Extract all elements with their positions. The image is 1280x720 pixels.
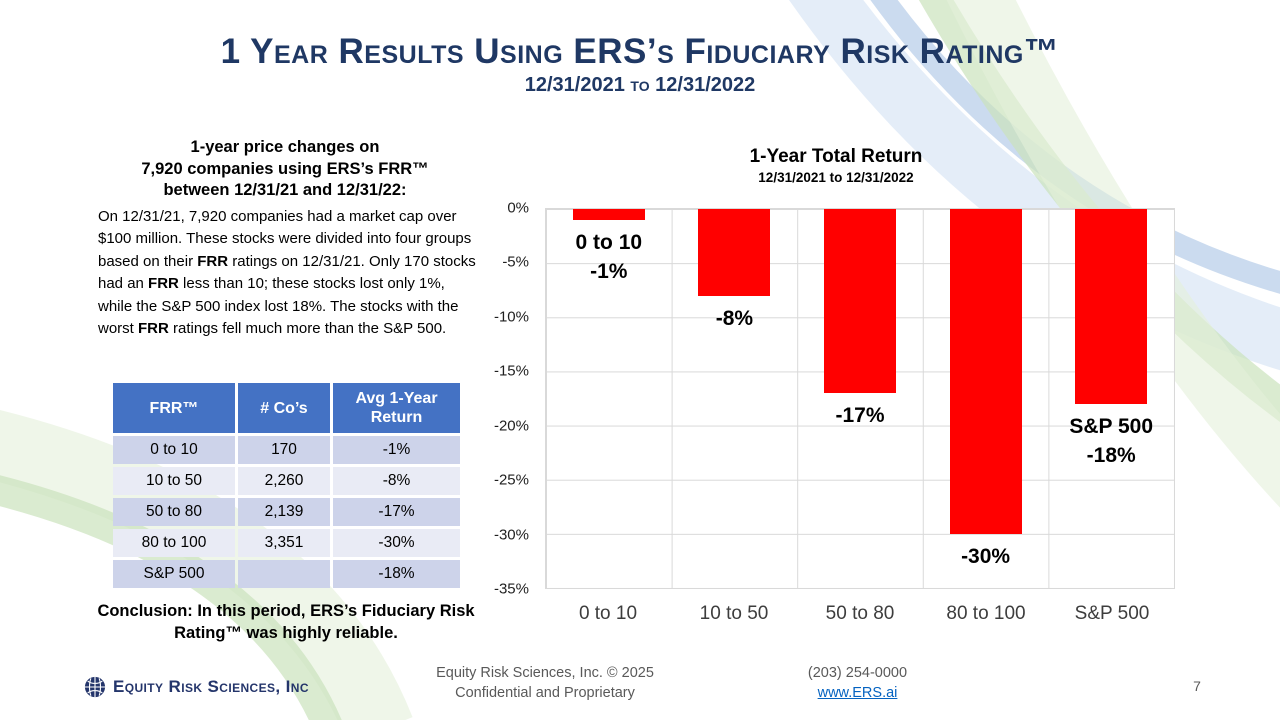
bar-0-to-10 xyxy=(572,209,645,220)
table-cell: 3,351 xyxy=(238,529,330,557)
chart-plot-area: 0 to 10 -1% -8% -17% xyxy=(545,208,1175,589)
bar-label-line: 0 to 10 xyxy=(575,230,643,254)
chart-bars: 0 to 10 -1% -8% -17% xyxy=(546,209,1174,588)
table-cell: 10 to 50 xyxy=(113,467,235,495)
paragraph-text: On 12/31/21, 7,920 companies had a marke… xyxy=(98,208,472,270)
bar-label-line: -8% xyxy=(715,306,754,330)
y-tick-label: -25% xyxy=(493,471,529,489)
table-cell: -8% xyxy=(333,467,460,495)
chart-subtitle: 12/31/2021 to 12/31/2022 xyxy=(758,170,914,185)
x-axis-label: 80 to 100 xyxy=(946,603,1026,624)
conclusion-text: Conclusion: In this period, ERS’s Fiduci… xyxy=(97,602,475,642)
x-axis-label: 0 to 10 xyxy=(578,603,638,624)
website-link[interactable]: www.ERS.ai xyxy=(817,684,898,701)
table-row: 0 to 10 170 -1% xyxy=(113,436,460,464)
copyright-line: Equity Risk Sciences, Inc. © 2025 xyxy=(436,665,654,681)
table-cell: -17% xyxy=(333,498,460,526)
frr-results-table: FRR™ # Co’s Avg 1-Year Return 0 to 10 17… xyxy=(110,380,463,591)
bar-50-to-80 xyxy=(823,209,896,394)
y-tick-label: -20% xyxy=(493,417,529,435)
table-cell: -1% xyxy=(333,436,460,464)
paragraph-bold-frr: FRR xyxy=(148,275,179,293)
description-paragraph: On 12/31/21, 7,920 companies had a marke… xyxy=(98,206,478,340)
y-tick-label: -10% xyxy=(493,308,529,326)
heading-line-2: 7,920 companies using ERS’s FRR™ xyxy=(141,159,429,178)
phone-number: (203) 254-0000 xyxy=(807,665,908,681)
chart-header: 1-Year Total Return 12/31/2021 to 12/31/… xyxy=(490,146,1182,185)
bar-label-line: -1% xyxy=(590,259,628,283)
bar-label-line: -18% xyxy=(1086,443,1136,467)
table-row: 50 to 80 2,139 -17% xyxy=(113,498,460,526)
bar-group-50-to-80: -17% xyxy=(797,209,923,588)
bar-sp500 xyxy=(1075,209,1148,404)
table-cell: 0 to 10 xyxy=(113,436,235,464)
bar-data-label: -8% xyxy=(716,304,753,333)
paragraph-text: ratings on 12/31/21. Only 170 stocks had… xyxy=(98,252,476,293)
y-tick-label: -30% xyxy=(493,526,529,544)
table-header-row: FRR™ # Co’s Avg 1-Year Return xyxy=(113,383,460,433)
y-tick-label: -15% xyxy=(493,362,529,380)
y-tick-label: 0% xyxy=(507,199,529,217)
bar-group-10-to-50: -8% xyxy=(672,209,798,588)
left-panel-heading: 1-year price changes on 7,920 companies … xyxy=(90,137,480,202)
table-cell xyxy=(238,560,330,588)
table-cell: S&P 500 xyxy=(113,560,235,588)
page-number: 7 xyxy=(1193,678,1201,694)
globe-logo-icon xyxy=(84,676,106,698)
slide-title: 1 Year Results Using ERS’s Fiduciary Ris… xyxy=(220,32,1060,71)
table-row: 10 to 50 2,260 -8% xyxy=(113,467,460,495)
slide-subtitle: 12/31/2021 to 12/31/2022 xyxy=(524,74,756,96)
paragraph-text: ratings fell much more than the S&P 500. xyxy=(168,320,447,338)
table-header-companies: # Co’s xyxy=(238,383,330,433)
x-axis-label: 50 to 80 xyxy=(825,603,895,624)
table-row: 80 to 100 3,351 -30% xyxy=(113,529,460,557)
bar-80-to-100 xyxy=(949,209,1022,534)
bar-group-sp500: S&P 500 -18% xyxy=(1048,209,1174,588)
x-axis-label: 10 to 50 xyxy=(699,603,769,624)
bar-data-label: S&P 500 -18% xyxy=(1069,412,1153,470)
bar-data-label: -17% xyxy=(835,401,884,430)
table-cell: -18% xyxy=(333,560,460,588)
table-cell: 2,139 xyxy=(238,498,330,526)
chart-title: 1-Year Total Return xyxy=(749,146,923,167)
bar-group-80-to-100: -30% xyxy=(923,209,1049,588)
table-cell: 80 to 100 xyxy=(113,529,235,557)
heading-line-3: between 12/31/21 and 12/31/22: xyxy=(163,181,407,199)
chart-x-axis-labels: 0 to 10 10 to 50 50 to 80 80 to 100 S&P … xyxy=(545,603,1175,625)
chart-y-axis: 0% -5% -10% -15% -20% -25% -30% -35% xyxy=(487,200,537,598)
company-logo: Equity Risk Sciences, Inc xyxy=(84,676,309,698)
footer-contact: (203) 254-0000 www.ERS.ai xyxy=(770,664,945,703)
bar-label-line: -30% xyxy=(961,544,1011,568)
bar-10-to-50 xyxy=(698,209,771,296)
bar-data-label: -30% xyxy=(961,542,1010,571)
bar-data-label: 0 to 10 -1% xyxy=(576,228,643,286)
table-header-return: Avg 1-Year Return xyxy=(333,383,460,433)
confidential-line: Confidential and Proprietary xyxy=(455,684,635,701)
bar-label-line: -17% xyxy=(835,404,885,428)
table-cell: 170 xyxy=(238,436,330,464)
y-tick-label: -35% xyxy=(493,580,529,598)
heading-line-1: 1-year price changes on xyxy=(190,138,380,156)
y-tick-label: -5% xyxy=(502,253,529,271)
table-row: S&P 500 -18% xyxy=(113,560,460,588)
paragraph-bold-frr: FRR xyxy=(138,320,169,338)
bar-label-line: S&P 500 xyxy=(1069,414,1153,438)
table-cell: 2,260 xyxy=(238,467,330,495)
table-cell: -30% xyxy=(333,529,460,557)
paragraph-bold-frr: FRR xyxy=(197,252,229,270)
table-cell: 50 to 80 xyxy=(113,498,235,526)
x-axis-label: S&P 500 xyxy=(1074,603,1150,624)
paragraph-text: less than 10; these stocks lost only 1%,… xyxy=(98,275,459,338)
table-header-frr: FRR™ xyxy=(113,383,235,433)
company-logo-text: Equity Risk Sciences, Inc xyxy=(113,677,309,696)
footer-copyright: Equity Risk Sciences, Inc. © 2025 Confid… xyxy=(395,664,695,703)
bar-group-0-to-10: 0 to 10 -1% xyxy=(546,209,672,588)
